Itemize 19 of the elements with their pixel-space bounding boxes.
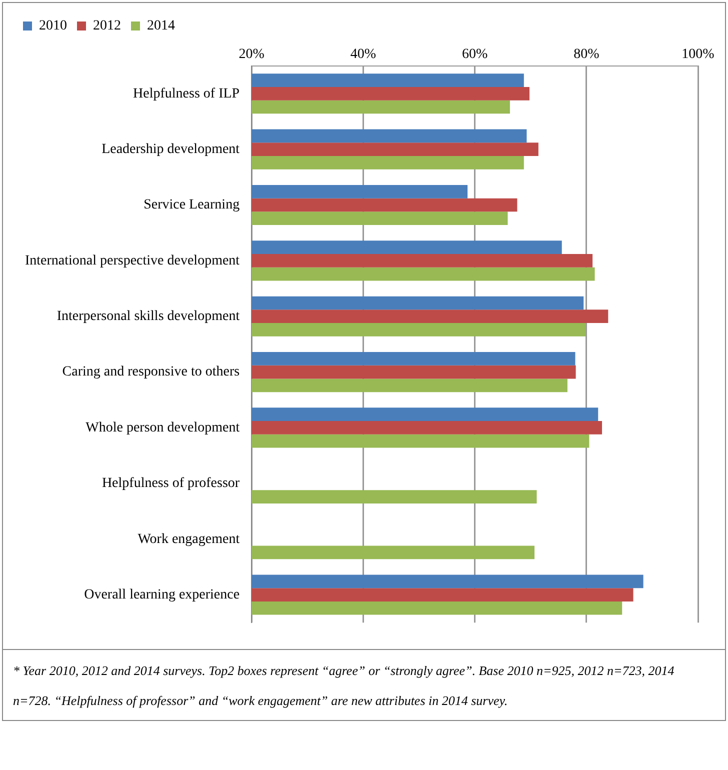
legend-label: 2010 (39, 18, 67, 34)
y-tick-label: Helpfulness of professor (102, 476, 240, 492)
y-tick-label: Helpfulness of ILP (133, 86, 240, 102)
y-tick-label: Whole person development (86, 420, 240, 436)
y-tick-label: Overall learning experience (84, 587, 240, 602)
y-tick-label: Work engagement (138, 532, 240, 547)
y-tick-label: Service Learning (144, 198, 240, 213)
y-tick-label: Caring and responsive to others (62, 364, 240, 380)
x-tick-label: 80% (574, 47, 600, 62)
y-tick-label: Leadership development (102, 142, 240, 157)
text: * Year 2010, 2012 and 2014 surveys. Top2 boxes represent “agree” or “strongly agree”. Base 2010 n=925, 2012 n=723, 2014 n=728. “Helpfulness of professor” and “work engagement” are new attributes in 2014 survey. (13, 662, 676, 710)
x-tick-label: 20% (238, 47, 265, 62)
x-tick-label: 60% (462, 47, 488, 62)
legend-label: 2014 (147, 18, 175, 34)
legend-label: 2012 (93, 18, 121, 34)
y-tick-label: Interpersonal skills development (56, 309, 240, 324)
x-tick-label: 40% (350, 47, 376, 62)
x-tick-label: 100% (682, 47, 715, 62)
y-tick-label: International perspective development (24, 253, 240, 268)
